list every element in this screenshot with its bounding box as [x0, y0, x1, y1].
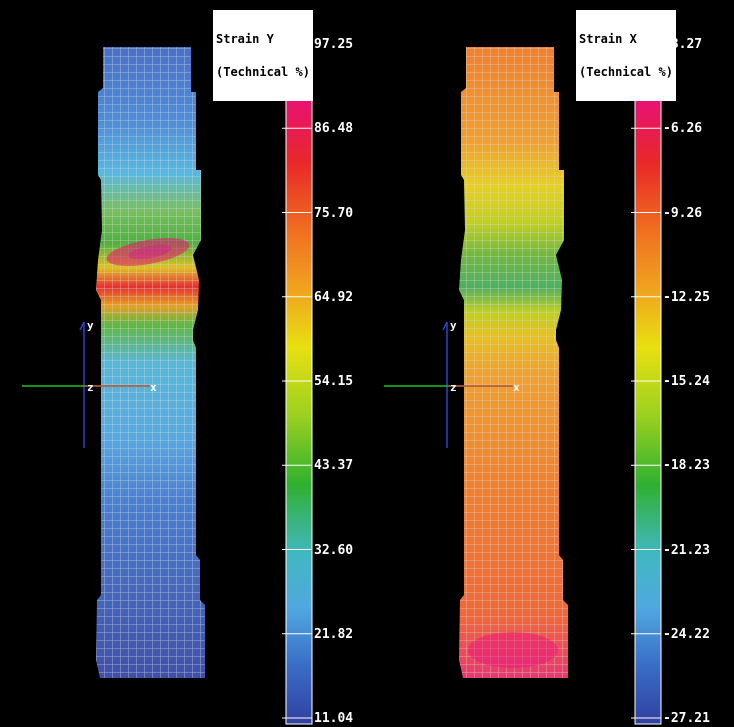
colorbar-tick-label: -27.21 [663, 711, 710, 726]
colorbar-title-line2: (Technical %) [216, 65, 310, 79]
colorbar-tick-label: 43.37 [314, 458, 354, 474]
specimen-canvas-strain-y [22, 39, 313, 725]
colorbar-tick-label: 64.92 [314, 289, 354, 305]
axis-label-y: y [450, 319, 457, 332]
colorbar-title-line1: Strain X [579, 32, 637, 46]
colorbar-title-line2: (Technical %) [579, 65, 673, 79]
colorbar-tick-label: -3.27 [663, 37, 703, 52]
colorbar-tick-label: -15.24 [663, 374, 710, 389]
colorbar-strain-y [285, 39, 313, 725]
colorbar-tick-label: -21.23 [663, 542, 710, 558]
colorbar-tick-label: -18.23 [663, 458, 710, 474]
colorbar-tick-label: -12.25 [663, 289, 710, 305]
colorbar-tick-label: -24.22 [663, 626, 710, 642]
colorbar-tick-label: -9.26 [663, 205, 703, 221]
colorbar-tick-label: 21.82 [314, 626, 354, 642]
colorbar-tick-label: 97.25 [314, 37, 354, 52]
colorbar-ticks-strain-y [282, 43, 312, 719]
panel-strain-y: Strain Y (Technical %) 97.25 86.48 75.70 64… [22, 10, 354, 726]
specimen-canvas-strain-x [384, 39, 662, 725]
specimen-mesh-strain-y [96, 47, 205, 678]
colorbar-title-line1: Strain Y [216, 32, 274, 46]
panel-strain-x: Strain X (Technical %) -3.27 -6.26 -9.26 -1… [378, 0, 734, 727]
axis-label-x: x [150, 381, 157, 394]
colorbar-tick-label: 11.04 [314, 711, 354, 726]
colorbar-tick-label: 32.60 [314, 542, 354, 558]
axis-label-y: y [87, 319, 94, 332]
colorbar-tick-label: 54.15 [314, 374, 354, 389]
colorbar-strain-x [634, 39, 662, 725]
colorbar-tick-label: -6.26 [663, 121, 703, 137]
colorbar-tick-label: 75.70 [314, 205, 354, 221]
axis-label-z: z [450, 381, 457, 394]
colorbar-tick-label: 86.48 [314, 121, 354, 137]
axis-label-x: x [513, 381, 520, 394]
colorbar-title-strain-y: Strain Y (Technical %) [213, 10, 313, 101]
axis-triad-strain-y [22, 321, 150, 448]
colorbar-title-strain-x: Strain X (Technical %) [576, 10, 676, 101]
specimen-mesh-strain-x [459, 47, 568, 678]
axis-label-z: z [87, 381, 94, 394]
axis-triad-strain-x [384, 321, 513, 448]
